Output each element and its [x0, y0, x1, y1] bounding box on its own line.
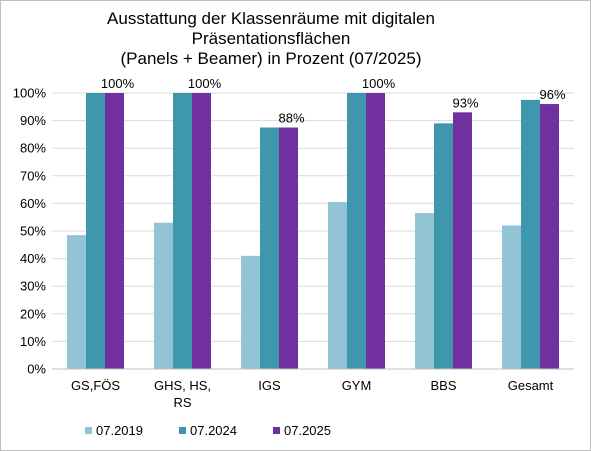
y-tick-label: 80% — [20, 141, 46, 156]
y-tick-label: 50% — [20, 224, 46, 239]
x-category-label: Gesamt — [508, 378, 554, 393]
data-label: 96% — [539, 87, 565, 102]
bar-07.2024-4 — [434, 123, 453, 369]
y-tick-label: 20% — [20, 306, 46, 321]
bar-07.2025-0 — [105, 93, 124, 369]
x-category-label: RS — [173, 395, 191, 410]
data-label: 88% — [278, 111, 304, 126]
data-label: 100% — [188, 76, 222, 91]
legend-swatch — [179, 427, 186, 434]
bar-07.2019-3 — [328, 202, 347, 369]
data-label: 100% — [101, 76, 135, 91]
bar-07.2025-4 — [453, 112, 472, 369]
bar-07.2019-4 — [415, 213, 434, 369]
legend-label: 07.2019 — [96, 423, 143, 438]
chart-title-line-2: Präsentationsflächen — [191, 29, 351, 48]
chart-title-line-3: (Panels + Beamer) in Prozent (07/2025) — [120, 49, 422, 68]
bar-07.2024-1 — [173, 93, 192, 369]
y-tick-label: 0% — [27, 362, 46, 377]
x-category-label: GS,FÖS — [71, 378, 120, 393]
legend-swatch — [273, 427, 280, 434]
bar-07.2024-0 — [86, 93, 105, 369]
bar-07.2019-5 — [502, 225, 521, 369]
bar-07.2019-2 — [241, 255, 260, 369]
data-label: 93% — [452, 95, 478, 110]
x-category-label: BBS — [430, 378, 456, 393]
data-label: 100% — [362, 76, 396, 91]
y-tick-label: 90% — [20, 113, 46, 128]
bar-07.2025-1 — [192, 93, 211, 369]
chart-title-line-1: Ausstattung der Klassenräume mit digital… — [107, 9, 435, 28]
y-tick-label: 60% — [20, 196, 46, 211]
chart-title: Ausstattung der Klassenräume mit digital… — [61, 9, 481, 69]
legend-label: 07.2024 — [190, 423, 237, 438]
x-category-label: IGS — [258, 378, 281, 393]
bar-07.2025-5 — [540, 104, 559, 369]
bar-07.2024-2 — [260, 127, 279, 369]
y-tick-label: 40% — [20, 251, 46, 266]
bar-07.2019-1 — [154, 222, 173, 369]
y-tick-label: 70% — [20, 168, 46, 183]
y-tick-label: 30% — [20, 279, 46, 294]
bar-07.2024-3 — [347, 93, 366, 369]
bar-07.2025-3 — [366, 93, 385, 369]
bar-07.2019-0 — [67, 235, 86, 369]
legend-swatch — [85, 427, 92, 434]
bar-07.2024-5 — [521, 99, 540, 370]
x-category-label: GYM — [342, 378, 372, 393]
y-tick-label: 10% — [20, 334, 46, 349]
bar-07.2025-2 — [279, 127, 298, 369]
legend-label: 07.2025 — [284, 423, 331, 438]
x-category-label: GHS, HS, — [154, 378, 211, 393]
y-tick-label: 100% — [13, 86, 47, 101]
